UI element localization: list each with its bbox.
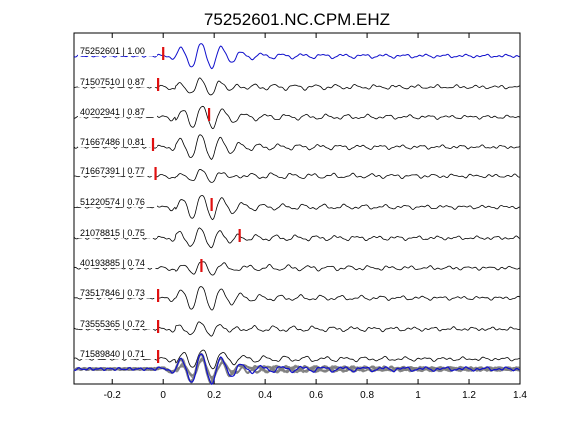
pick-markers: [151, 47, 241, 363]
stacked-waveforms: [73, 352, 520, 386]
x-tick-label: 1.4: [513, 390, 527, 401]
trace-label-bg: [78, 348, 157, 359]
plot-frame: [73, 32, 521, 385]
trace-label-bg: [78, 106, 157, 117]
x-tick-label: 1: [415, 390, 421, 401]
trace-label: 71589840 | 0.71: [80, 349, 145, 359]
trace-labels: 75252601 | 1.00 71507510 | 0.87 40202941 |…: [78, 45, 157, 359]
trace-label-bg: [78, 76, 157, 87]
trace-label: 75252601 | 1.00: [80, 46, 145, 56]
trace-label: 40193885 | 0.74: [80, 258, 145, 268]
trace-label: 51220574 | 0.76: [80, 197, 145, 207]
x-tick-label: 0.8: [360, 390, 374, 401]
trace-label-bg: [78, 165, 157, 176]
x-tick-label: 0.6: [309, 390, 323, 401]
trace-label-bg: [78, 136, 157, 147]
trace-line: [73, 195, 520, 221]
x-axis: -0.2 0 0.2 0.4 0.6 0.8 1 1.2 1.4: [104, 33, 527, 401]
trace-label: 73517846 | 0.73: [80, 288, 145, 298]
chart-title: 75252601.NC.CPM.EHZ: [204, 10, 390, 29]
trace-label: 71667391 | 0.77: [80, 166, 145, 176]
x-tick-label: 1.2: [462, 390, 476, 401]
trace-label-bg: [78, 287, 157, 298]
trace-line: [73, 349, 520, 370]
trace-line: [74, 168, 520, 183]
trace-line: [73, 77, 520, 96]
trace-label: 71507510 | 0.87: [80, 77, 145, 87]
trace-label-bg: [78, 196, 157, 207]
trace-line: [73, 261, 520, 276]
x-tick-label: 0.4: [258, 390, 272, 401]
x-tick-label: 0.2: [207, 390, 221, 401]
trace-line: [73, 105, 520, 130]
trace-label: 71667486 | 0.81: [80, 137, 145, 147]
x-tick-label: -0.2: [104, 390, 122, 401]
trace-label-bg: [78, 227, 157, 238]
trace-label-bg: [78, 257, 157, 268]
trace-label: 40202941 | 0.87: [80, 107, 145, 117]
trace-label: 73555365 | 0.72: [80, 319, 145, 329]
trace-label-bg: [78, 45, 157, 56]
trace-label-bg: [78, 318, 157, 329]
trace-label: 21078815 | 0.75: [80, 228, 145, 238]
x-tick-label: 0: [160, 390, 166, 401]
stacked-reference-trace: [73, 353, 520, 386]
